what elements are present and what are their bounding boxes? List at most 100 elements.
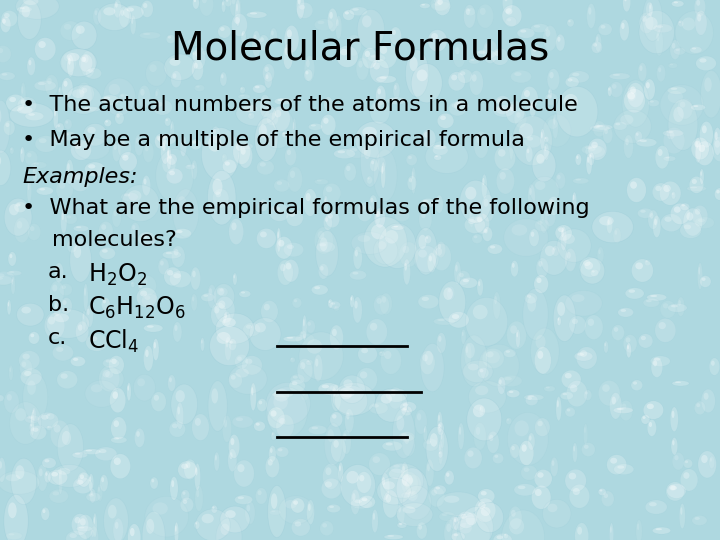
Ellipse shape	[649, 422, 652, 427]
Ellipse shape	[153, 339, 159, 361]
Ellipse shape	[652, 183, 670, 201]
Ellipse shape	[235, 368, 249, 377]
Ellipse shape	[652, 215, 661, 238]
Ellipse shape	[535, 219, 550, 232]
Ellipse shape	[166, 168, 183, 184]
Ellipse shape	[701, 70, 720, 118]
Ellipse shape	[478, 489, 495, 503]
Ellipse shape	[585, 146, 593, 149]
Ellipse shape	[509, 391, 513, 393]
Ellipse shape	[376, 211, 380, 217]
Ellipse shape	[8, 502, 17, 518]
Ellipse shape	[220, 27, 225, 31]
Ellipse shape	[370, 198, 374, 202]
Ellipse shape	[696, 141, 698, 149]
Ellipse shape	[1, 73, 7, 76]
Ellipse shape	[557, 37, 560, 42]
Ellipse shape	[127, 385, 129, 391]
Ellipse shape	[606, 217, 613, 234]
Ellipse shape	[610, 82, 623, 97]
Ellipse shape	[256, 228, 276, 248]
Ellipse shape	[114, 0, 122, 18]
Ellipse shape	[584, 390, 592, 400]
Ellipse shape	[418, 249, 427, 258]
Ellipse shape	[524, 90, 530, 97]
Ellipse shape	[675, 11, 714, 55]
Ellipse shape	[192, 163, 194, 169]
Ellipse shape	[2, 19, 6, 24]
Ellipse shape	[412, 171, 413, 179]
Ellipse shape	[232, 14, 248, 36]
Ellipse shape	[29, 332, 40, 344]
Ellipse shape	[293, 122, 294, 129]
Ellipse shape	[139, 284, 140, 285]
Ellipse shape	[585, 145, 606, 158]
Ellipse shape	[94, 10, 97, 15]
Ellipse shape	[314, 354, 323, 382]
Ellipse shape	[440, 116, 446, 120]
Ellipse shape	[642, 416, 646, 419]
Ellipse shape	[444, 287, 453, 300]
Ellipse shape	[553, 295, 576, 341]
Ellipse shape	[568, 20, 571, 22]
Ellipse shape	[246, 325, 252, 329]
Ellipse shape	[670, 87, 678, 90]
Ellipse shape	[509, 507, 522, 530]
Ellipse shape	[421, 4, 425, 5]
Ellipse shape	[361, 348, 368, 353]
Ellipse shape	[613, 407, 633, 414]
Ellipse shape	[575, 179, 581, 180]
Text: c.: c.	[48, 328, 67, 348]
Ellipse shape	[493, 534, 512, 540]
Ellipse shape	[327, 384, 342, 397]
Ellipse shape	[655, 528, 662, 530]
Ellipse shape	[42, 509, 45, 513]
Ellipse shape	[106, 360, 112, 363]
Ellipse shape	[596, 125, 603, 127]
Ellipse shape	[400, 402, 416, 413]
Ellipse shape	[20, 82, 26, 108]
Ellipse shape	[631, 380, 643, 390]
Ellipse shape	[286, 263, 292, 269]
Ellipse shape	[642, 16, 647, 22]
Ellipse shape	[660, 301, 676, 318]
Ellipse shape	[367, 177, 369, 180]
Ellipse shape	[591, 141, 598, 148]
Ellipse shape	[315, 286, 320, 289]
Ellipse shape	[466, 8, 470, 15]
Ellipse shape	[549, 199, 554, 205]
Ellipse shape	[181, 139, 184, 145]
Ellipse shape	[102, 249, 108, 253]
Ellipse shape	[405, 475, 421, 495]
Ellipse shape	[626, 338, 631, 343]
Ellipse shape	[622, 80, 649, 127]
Ellipse shape	[404, 492, 409, 495]
Ellipse shape	[41, 507, 50, 521]
Ellipse shape	[103, 78, 135, 116]
Ellipse shape	[408, 491, 418, 501]
Ellipse shape	[83, 314, 84, 320]
Ellipse shape	[345, 409, 354, 433]
Ellipse shape	[356, 471, 372, 493]
Ellipse shape	[328, 213, 333, 219]
Ellipse shape	[329, 12, 333, 19]
Ellipse shape	[369, 453, 390, 475]
Ellipse shape	[22, 86, 23, 94]
Ellipse shape	[567, 409, 570, 411]
Ellipse shape	[370, 323, 377, 330]
Ellipse shape	[361, 497, 367, 501]
Ellipse shape	[156, 91, 158, 96]
Ellipse shape	[504, 219, 549, 256]
Ellipse shape	[157, 136, 161, 140]
Ellipse shape	[259, 94, 271, 117]
Ellipse shape	[454, 518, 456, 523]
Ellipse shape	[285, 48, 288, 55]
Ellipse shape	[79, 526, 84, 529]
Ellipse shape	[329, 505, 334, 508]
Ellipse shape	[0, 275, 13, 285]
Ellipse shape	[668, 63, 678, 68]
Ellipse shape	[481, 491, 487, 495]
Ellipse shape	[351, 498, 372, 509]
Ellipse shape	[423, 354, 428, 361]
Ellipse shape	[695, 217, 714, 228]
